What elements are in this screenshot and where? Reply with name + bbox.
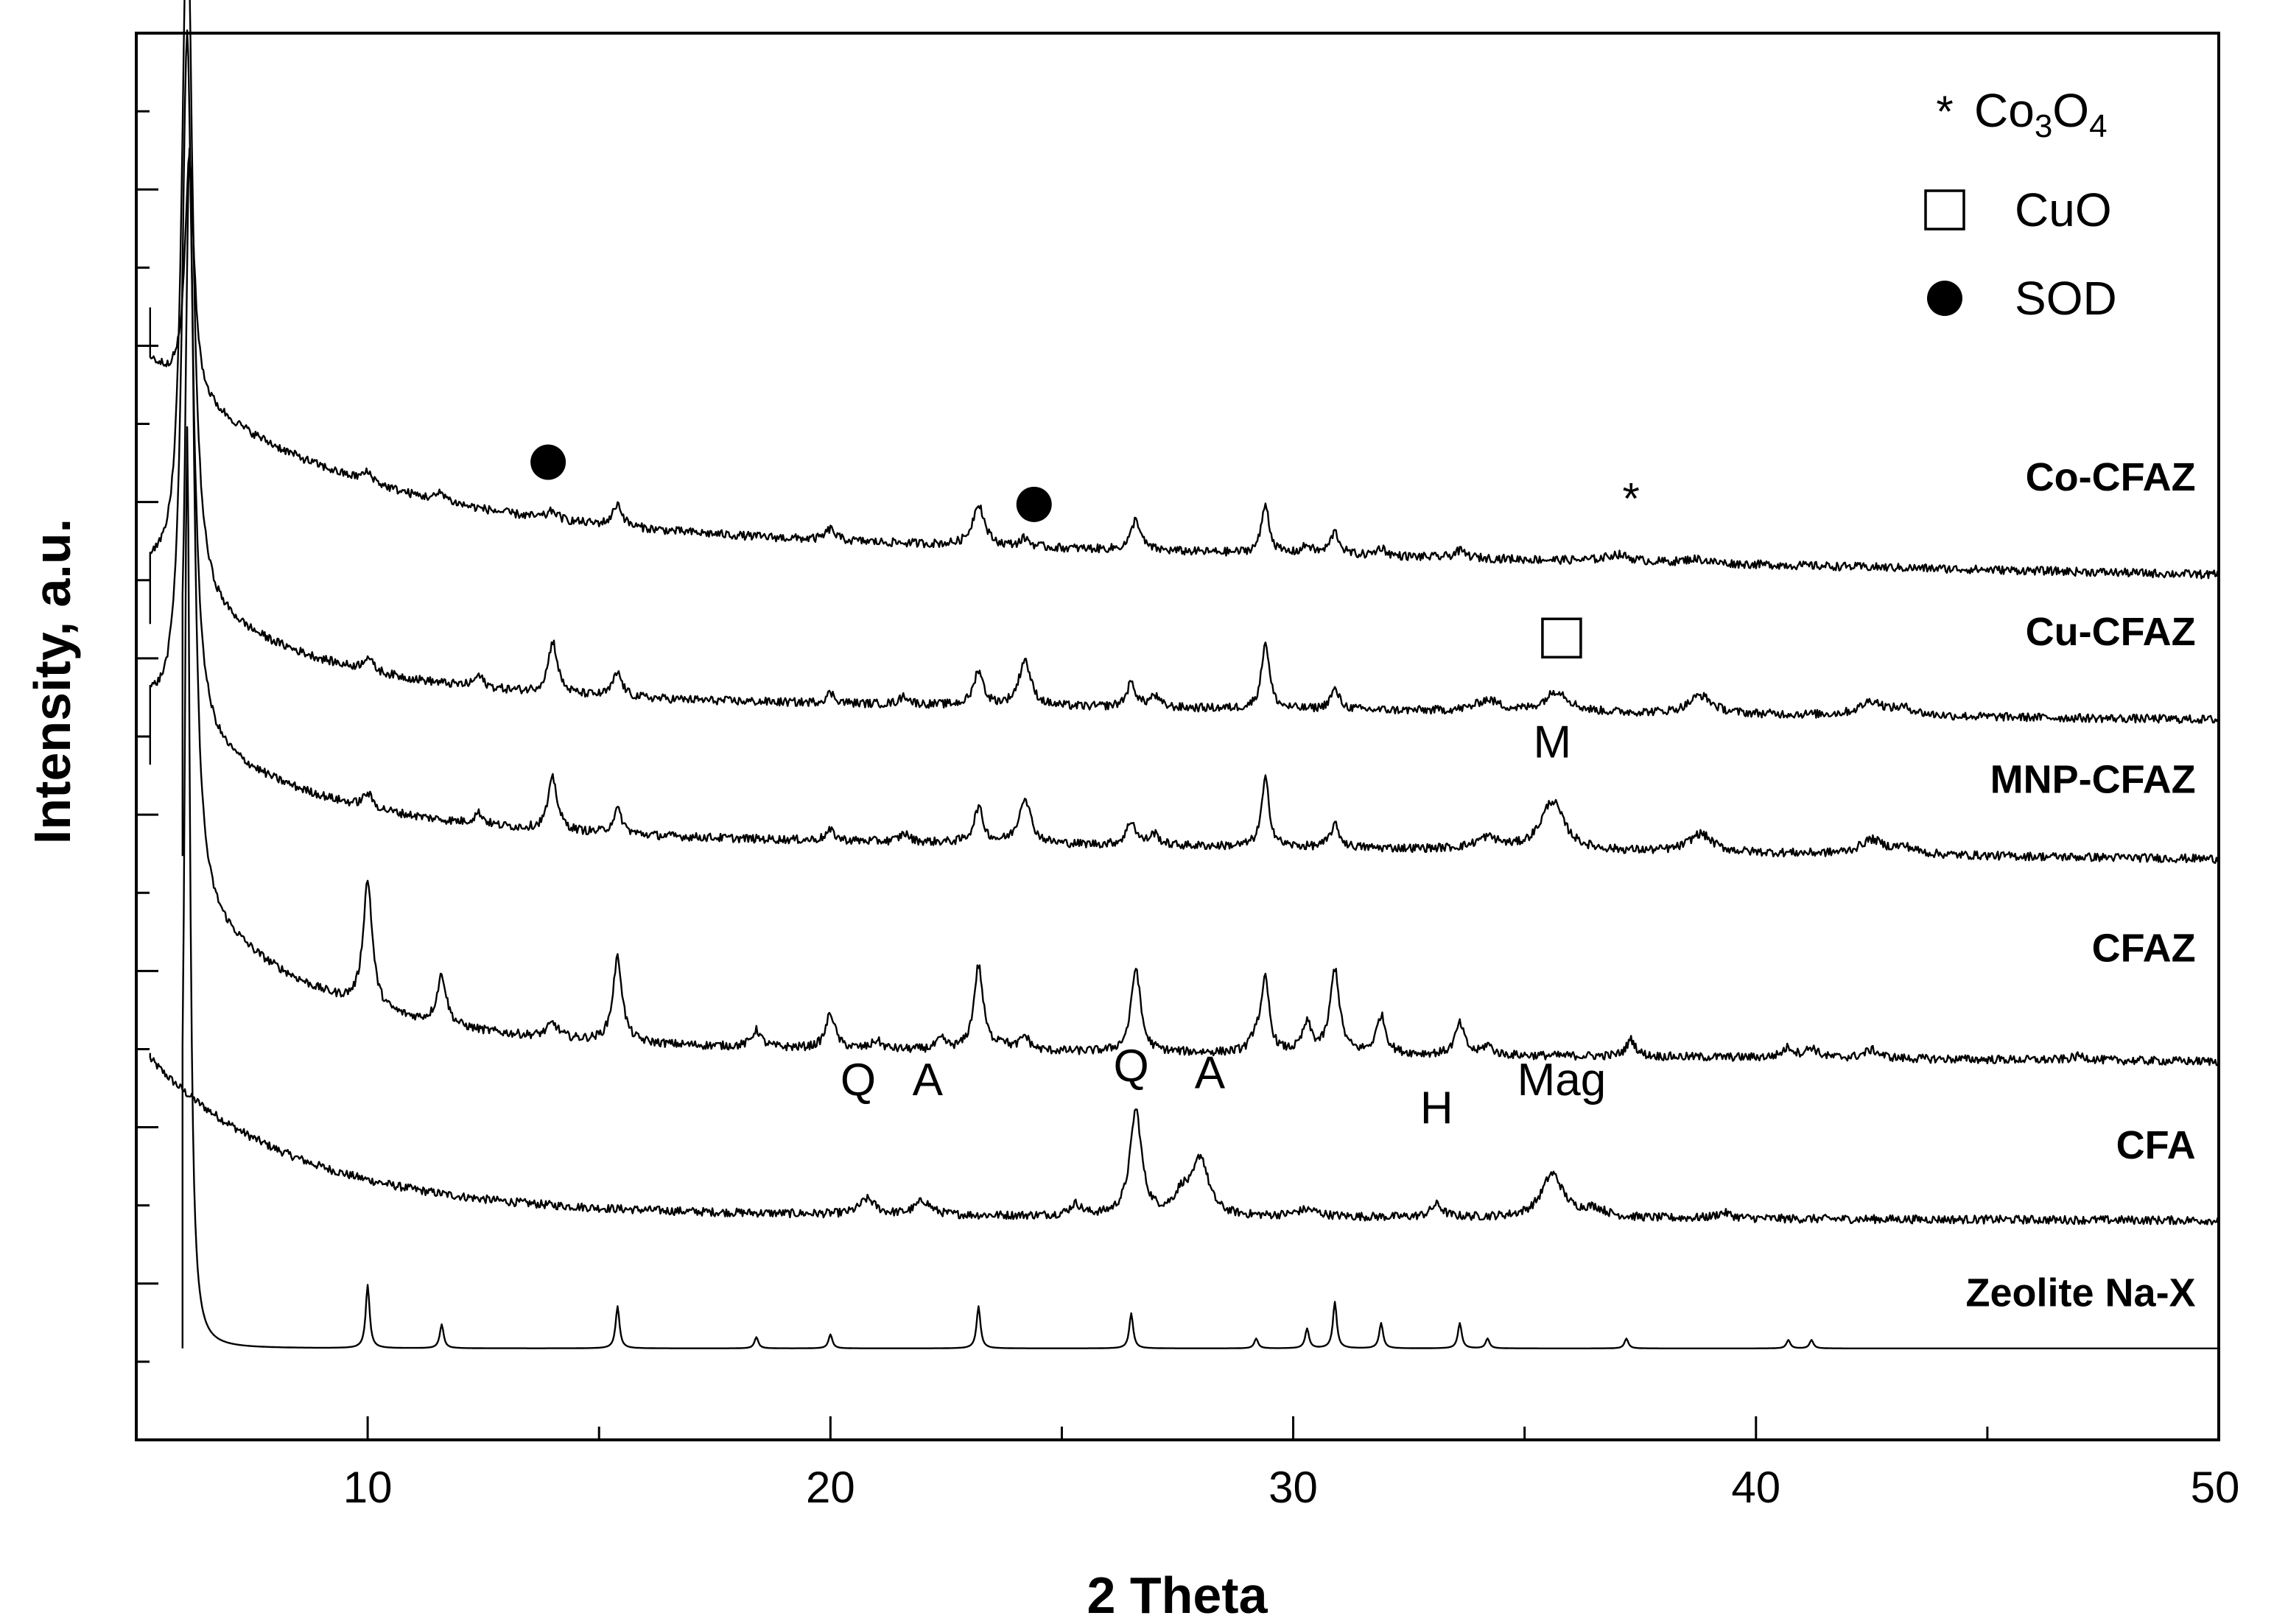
peak-annotation-a: A — [1195, 1048, 1226, 1099]
x-tick-labels: 10 20 30 40 50 — [343, 1463, 2240, 1512]
series-line-co-cfaz — [149, 153, 2220, 580]
peak-annotation-a: A — [913, 1055, 944, 1105]
x-tick-label-10: 10 — [343, 1463, 393, 1512]
peak-annotation-m: M — [1534, 717, 1572, 768]
x-tick-label-50: 50 — [2191, 1463, 2240, 1512]
series-line-cu-cfaz — [149, 0, 2219, 724]
legend-symbol-co3o4: * — [1936, 87, 1953, 136]
x-tick-label-30: 30 — [1268, 1463, 1318, 1512]
series-labels: Co-CFAZ Cu-CFAZ MNP-CFAZ CFAZ CFA Zeolite Na-… — [1966, 455, 2196, 1315]
phase-markers: * — [530, 444, 1640, 659]
marker-sod — [530, 444, 566, 480]
series-label-cfaz: CFAZ — [2092, 927, 2196, 971]
x-axis-title: 2 Theta — [1087, 1567, 1268, 1624]
legend-symbol-sod — [1927, 281, 1962, 316]
series-label-cfa: CFA — [2116, 1123, 2196, 1167]
axis-ticks — [135, 110, 2220, 1440]
x-tick-label-40: 40 — [1731, 1463, 1780, 1512]
legend-label-sod: SOD — [2015, 272, 2117, 325]
series-line-mnp-cfaz — [149, 29, 2219, 864]
peak-annotation-mag: Mag — [1517, 1055, 1607, 1105]
marker-sod — [1016, 486, 1052, 522]
series-label-co-cfaz: Co-CFAZ — [2026, 455, 2196, 499]
x-tick-label-20: 20 — [806, 1463, 855, 1512]
series-label-cu-cfaz: Cu-CFAZ — [2026, 610, 2196, 654]
legend-label-cuo: CuO — [2015, 183, 2112, 236]
series-label-zeolite-na-x: Zeolite Na-X — [1966, 1271, 2196, 1315]
series-label-mnp-cfaz: MNP-CFAZ — [1990, 757, 2196, 801]
series-line-zeolite-na-x — [181, 426, 2219, 1350]
marker-cuo — [1541, 617, 1582, 659]
series-line-cfaz — [181, 147, 2219, 1066]
y-axis-title: Intensity, a.u. — [24, 519, 81, 844]
series-line-cfa — [149, 1052, 2219, 1226]
marker-co3o4: * — [1622, 474, 1639, 523]
series-lines — [149, 0, 2220, 1350]
peak-annotation-q: Q — [841, 1055, 876, 1105]
peak-annotation-q: Q — [1114, 1041, 1149, 1092]
legend-symbol-cuo — [1924, 189, 1965, 231]
peak-annotation-h: H — [1420, 1083, 1453, 1133]
